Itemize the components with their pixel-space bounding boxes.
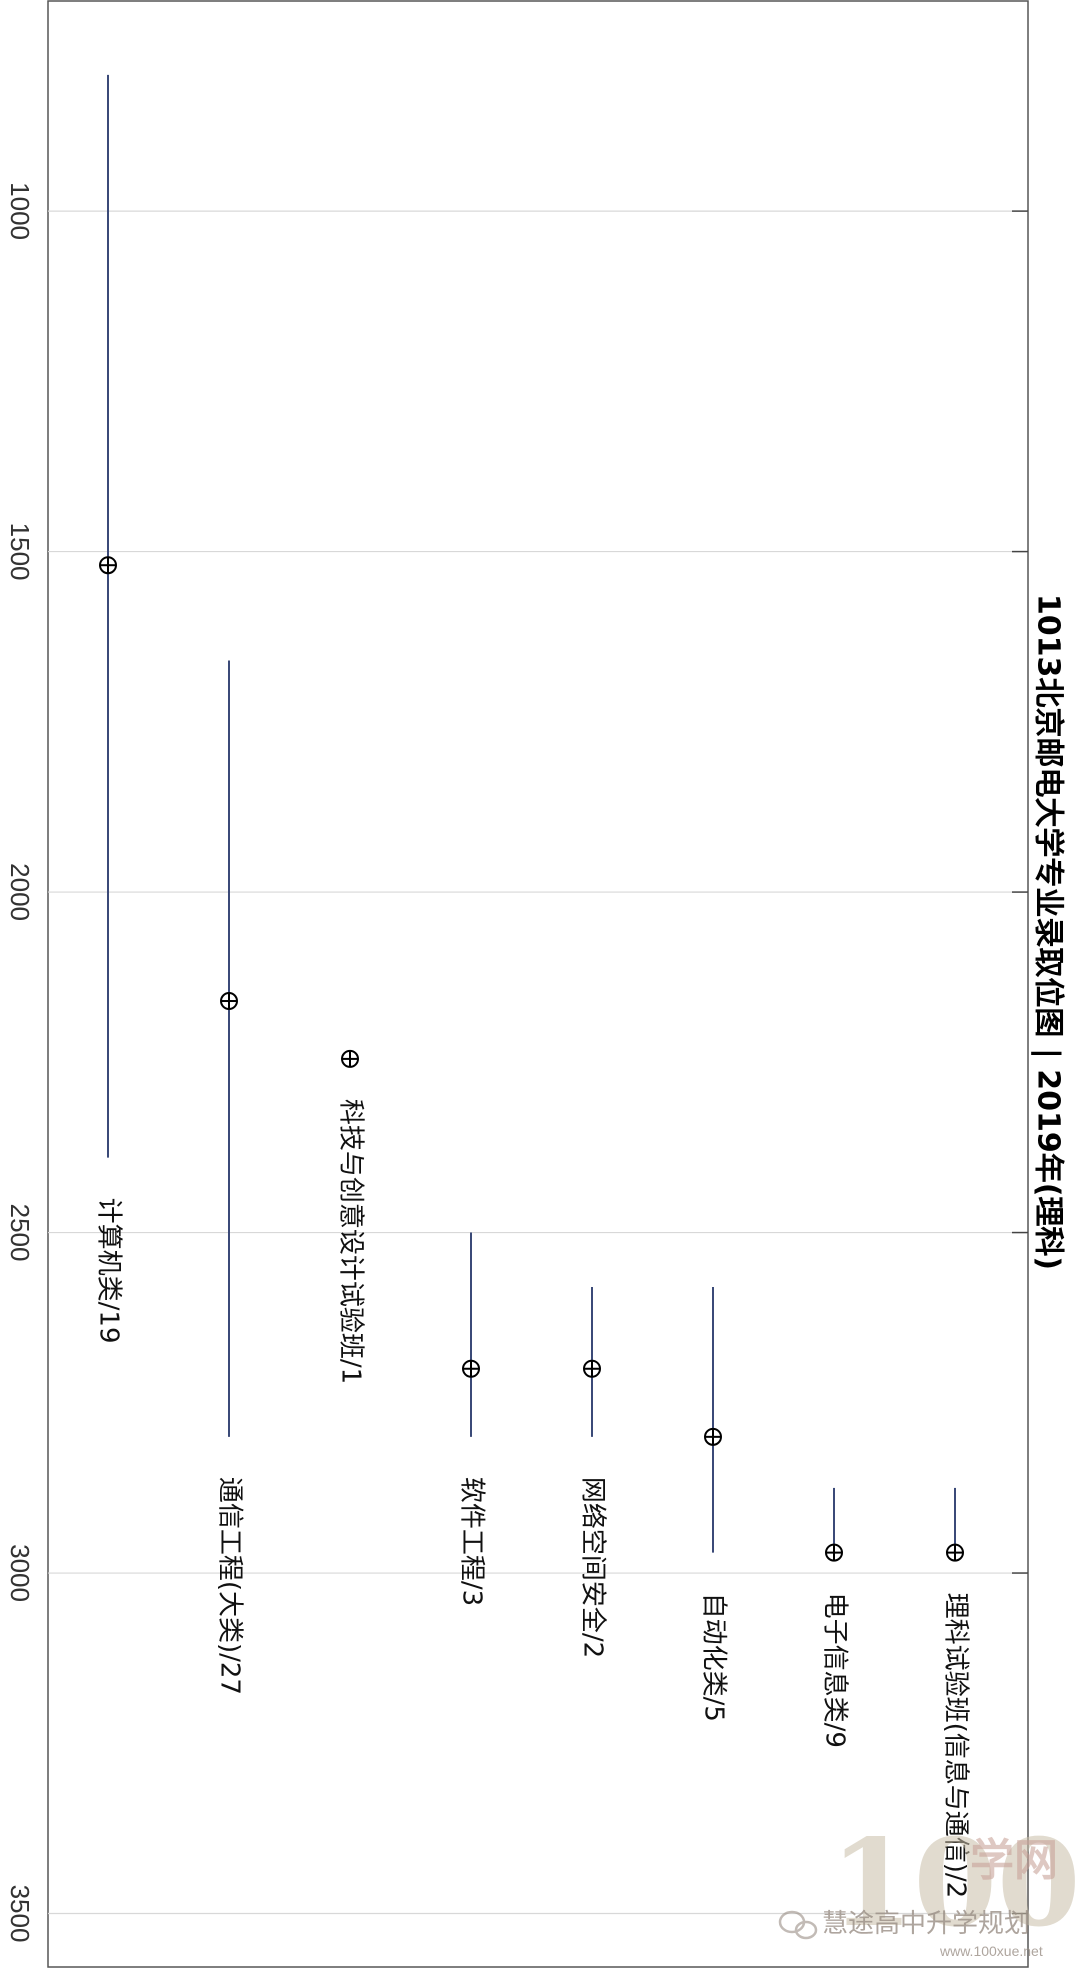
tick-label-3000: 3000 — [5, 1544, 35, 1602]
category-label-7: 理科试验班(信息与通信)/2 — [941, 1593, 971, 1899]
avg-marker-7 — [946, 1543, 964, 1562]
wechat-icon — [778, 1910, 818, 1940]
chart-title-group: 1013北京邮电大学专业录取位图 | 2019年(理科) — [1031, 594, 1066, 1270]
avg-marker-0 — [99, 556, 117, 575]
watermark-url: www.100xue.net — [939, 1943, 1043, 1959]
avg-marker-1 — [220, 992, 238, 1011]
avg-marker-4 — [583, 1359, 601, 1378]
plot-area: 1000 1500 2000 2500 3000 3500 计算机类/19 通信工程(大类)/… — [5, 0, 1029, 1968]
category-label-0: 计算机类/19 — [94, 1198, 124, 1344]
tick-label-3500: 3500 — [5, 1885, 35, 1943]
watermark: 100 学网 慧途高中升学规划 www.100xue.net — [778, 1813, 1080, 1959]
watermark-logo-digits: 100 — [830, 1813, 1080, 1954]
tick-label-2500: 2500 — [5, 1204, 35, 1262]
avg-marker-3 — [462, 1359, 480, 1378]
category-label-4: 网络空间安全/2 — [578, 1477, 608, 1658]
chart-title: 1013北京邮电大学专业录取位图 | 2019年(理科) — [1031, 594, 1066, 1270]
plot-frame — [47, 0, 1029, 1968]
category-label-6: 电子信息类/9 — [820, 1593, 850, 1748]
category-label-3: 软件工程/3 — [457, 1477, 487, 1606]
category-label-2: 科技与创意设计试验班/1 — [336, 1099, 366, 1384]
tick-label-2000: 2000 — [5, 863, 35, 921]
tick-label-1000: 1000 — [5, 182, 35, 240]
category-label-5: 自动化类/5 — [699, 1593, 729, 1722]
tick-label-1500: 1500 — [5, 523, 35, 581]
watermark-logo-text: 学网 — [970, 1835, 1058, 1886]
watermark-brand: 慧途高中升学规划 — [822, 1909, 1030, 1939]
category-label-1: 通信工程(大类)/27 — [215, 1477, 245, 1695]
avg-marker-5 — [704, 1427, 722, 1446]
avg-marker-2 — [341, 1049, 359, 1068]
avg-marker-6 — [825, 1543, 843, 1562]
